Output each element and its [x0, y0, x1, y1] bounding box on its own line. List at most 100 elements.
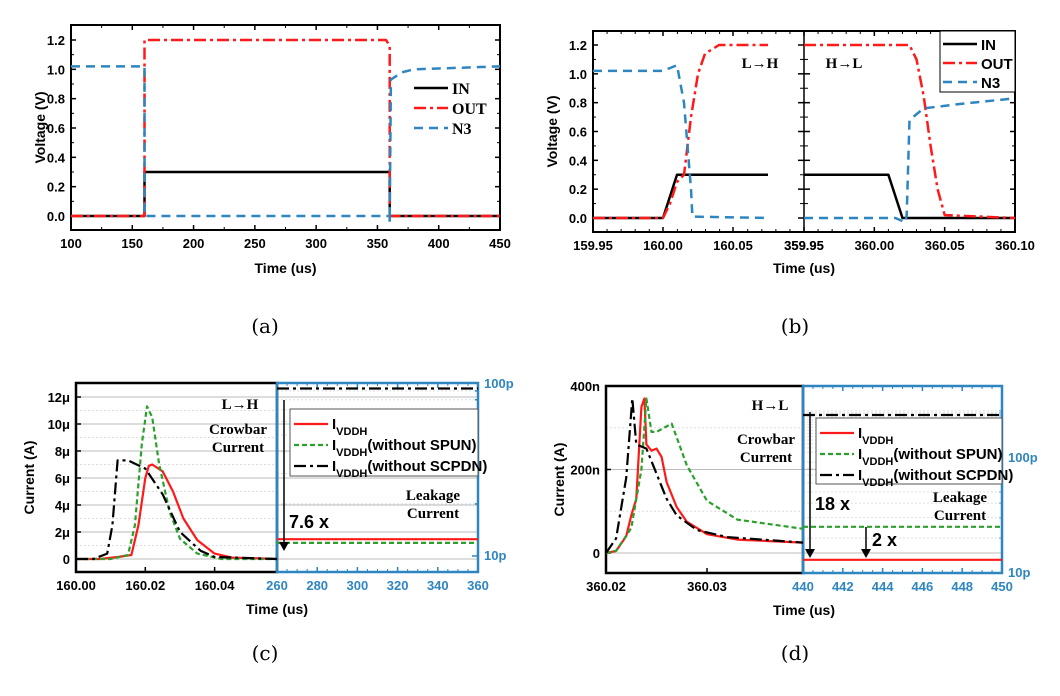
x-tick-label: 160.00 [643, 238, 683, 253]
right-y-tick-label: 10p [1008, 565, 1030, 580]
caption-c: (c) [252, 641, 279, 665]
annotation-l-to-h: L→H [222, 397, 259, 413]
y-tick-label: 200n [570, 463, 600, 478]
y-tick-label: 0.8 [569, 96, 587, 111]
y-tick-label: 0.4 [569, 153, 588, 168]
chart-a: 0.0 0.2 0.4 0.6 0.8 1.0 1.2 100 150 200 250 300 350 4… [32, 24, 511, 338]
y-axis-label: Voltage (V) [32, 91, 48, 163]
annotation-crowbar: Crowbar [209, 422, 267, 438]
legend-label: IN [981, 37, 996, 54]
y-tick-label: 400n [570, 379, 600, 394]
x-tick-label: 200 [183, 236, 205, 251]
x-tick-label: 340 [427, 578, 449, 593]
legend-label: IVDDH(without SCPDN) [858, 467, 1013, 489]
x-axis-label: Time (us) [773, 260, 835, 276]
y-tick-label: 0.4 [47, 150, 66, 165]
x-tick-label: 400 [428, 236, 450, 251]
annotation-current: Current [407, 506, 459, 522]
x-tick-label: 444 [872, 579, 894, 594]
y-axis-label: Current (A) [551, 443, 567, 517]
series-n3-rise [593, 63, 769, 220]
y-tick-label: 1.2 [569, 38, 587, 53]
crowbar-series [76, 463, 277, 561]
x-tick-label: 360.02 [586, 579, 626, 594]
x-tick-label: 360.00 [854, 238, 894, 253]
crowbar-region [606, 397, 803, 555]
x-tick-label: 250 [244, 236, 266, 251]
y-tick-label: 0.2 [569, 182, 587, 197]
ratio-label-18x: 18 x [815, 494, 850, 514]
y-tick-label: 0 [63, 552, 70, 567]
legend-label: N3 [981, 75, 1000, 92]
y-tick-label: 8μ [55, 444, 70, 459]
y-tick-label: 1.0 [47, 62, 65, 77]
series-in [71, 170, 500, 218]
caption-a: (a) [251, 314, 279, 338]
legend-box [939, 30, 1016, 93]
series-out-fall [804, 43, 1015, 220]
y-tick-label: 0 [593, 546, 600, 561]
x-tick-label: 100 [60, 236, 82, 251]
right-y-tick-label: 100p [1008, 450, 1038, 465]
series-in-rise [593, 173, 768, 220]
legend-label: OUT [981, 56, 1013, 73]
annotation-h-to-l: H→L [826, 56, 863, 72]
legend-label: IVDDH(without SCPDN) [332, 458, 487, 480]
x-tick-label: 260 [266, 578, 288, 593]
crowbar-series [606, 397, 803, 554]
ratio-label: 7.6 x [289, 512, 329, 532]
legend-label: N3 [452, 121, 472, 138]
ratio-arrow-18x-head [805, 549, 815, 558]
annotation-leakage: Leakage [933, 490, 988, 506]
y-tick-label: 0.6 [47, 121, 65, 136]
ratio-label-2x: 2 x [872, 530, 897, 550]
x-tick-label: 450 [489, 236, 511, 251]
x-tick-label: 448 [951, 579, 973, 594]
x-tick-label: 360.03 [687, 579, 727, 594]
x-tick-label: 300 [305, 236, 327, 251]
y-tick-label: 0.0 [569, 211, 587, 226]
right-y-tick-label: 10p [484, 548, 506, 563]
annotation-h-to-l: H→L [752, 398, 789, 414]
legend-label: IVDDH [858, 425, 893, 447]
x-axis-label: Time (us) [255, 260, 317, 276]
ratio-arrow-head [279, 542, 289, 551]
legend-label: IVDDH [332, 416, 367, 438]
x-tick-label: 320 [387, 578, 409, 593]
annotation-leakage: Leakage [406, 488, 461, 504]
x-axis-label: Time (us) [246, 601, 308, 617]
annotation-current: Current [934, 508, 986, 524]
y-tick-label: 10μ [48, 417, 70, 432]
caption-b: (b) [781, 314, 809, 338]
y-tick-label: 0.0 [47, 209, 65, 224]
x-tick-label: 360.10 [995, 238, 1035, 253]
x-tick-label: 446 [912, 579, 934, 594]
y-tick-label: 2μ [55, 525, 70, 540]
y-tick-label: 6μ [55, 471, 70, 486]
chart-c: 0 2μ 4μ 6μ 8μ 10μ 12μ 10p 100p 160.00 160.02 160.04… [21, 376, 514, 665]
legend-label: IN [452, 81, 470, 98]
crowbar-series [606, 397, 803, 555]
x-tick-label: 360 [467, 578, 489, 593]
x-tick-label: 360.05 [925, 238, 965, 253]
series-n3-fall [804, 97, 1015, 224]
annotation-current: Current [740, 450, 792, 466]
x-tick-label: 359.95 [784, 238, 824, 253]
right-y-tick-label: 100p [484, 376, 514, 391]
annotation-crowbar: Crowbar [737, 432, 795, 448]
x-tick-label: 359.95 [784, 238, 824, 253]
y-tick-label: 1.2 [47, 33, 65, 48]
annotation-current: Current [212, 440, 264, 456]
y-axis-label: Current (A) [21, 441, 37, 515]
x-tick-label: 150 [121, 236, 143, 251]
y-axis-label: Voltage (V) [544, 95, 560, 167]
y-tick-label: 4μ [55, 498, 70, 513]
x-tick-label: 160.02 [125, 578, 165, 593]
crowbar-series [76, 459, 277, 561]
x-tick-label: 160.04 [195, 578, 236, 593]
chart-d: 0 200n 400n 10p 100p 360.02 360.03 440 442 444 446… [551, 379, 1038, 665]
right-segment [804, 43, 1015, 224]
x-tick-label: 300 [347, 578, 369, 593]
x-tick-label: 442 [832, 579, 854, 594]
